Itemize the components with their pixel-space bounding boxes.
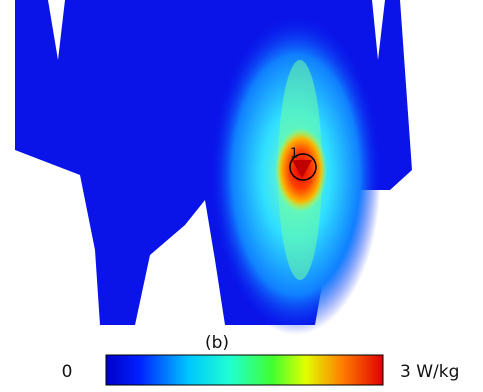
hotspot-peak xyxy=(292,160,312,178)
colorbar-min-label: 0 xyxy=(62,362,73,382)
sar-map: 1 xyxy=(15,0,412,335)
colorbar-max-label: 3 W/kg xyxy=(400,362,459,382)
colorbar xyxy=(105,354,384,386)
marker-label: 1 xyxy=(290,147,298,162)
caption: (b) xyxy=(205,333,229,353)
marker-circle xyxy=(289,153,317,181)
